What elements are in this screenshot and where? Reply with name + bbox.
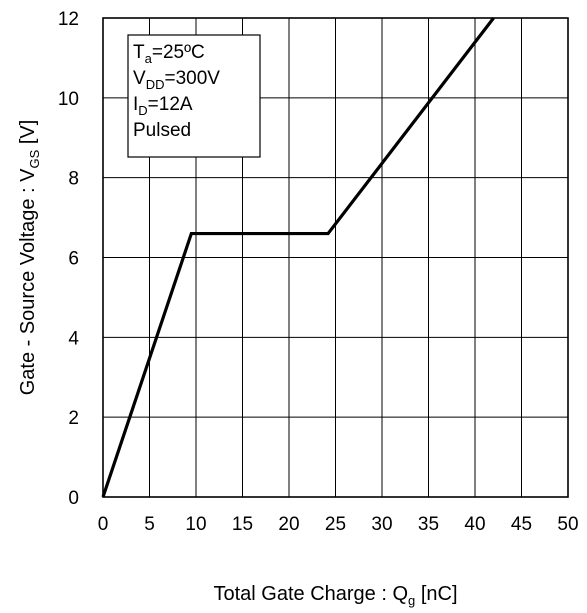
legend-line-main: I bbox=[133, 94, 138, 115]
legend-line-rest: =25ºC bbox=[152, 42, 205, 63]
x-tick-label: 50 bbox=[557, 514, 578, 535]
legend-border bbox=[127, 34, 261, 158]
x-tick-label: 45 bbox=[511, 514, 532, 535]
legend-line-sub: D bbox=[138, 103, 147, 118]
x-tick-labels: 0 5 10 15 20 25 30 35 40 45 50 bbox=[98, 514, 579, 535]
legend-line-rest: =12A bbox=[148, 94, 193, 115]
legend-line: Ta=25ºC bbox=[133, 42, 205, 66]
x-tick-label: 25 bbox=[325, 514, 346, 535]
legend-line-main: V bbox=[133, 68, 146, 89]
y-tick-label: 4 bbox=[68, 328, 79, 349]
plot-frame bbox=[102, 17, 569, 498]
x-axis-label-main: Total Gate Charge : Q bbox=[213, 583, 408, 605]
legend-line-main: Pulsed bbox=[133, 120, 191, 141]
y-tick-label: 8 bbox=[68, 169, 79, 190]
x-tick-label: 5 bbox=[144, 514, 155, 535]
y-tick-label: 6 bbox=[68, 249, 79, 270]
x-tick-label: 0 bbox=[98, 514, 109, 535]
y-axis-label-main: Gate - Source Voltage : V bbox=[17, 168, 39, 395]
legend-line: VDD=300V bbox=[133, 68, 220, 92]
x-axis-label-sub: g bbox=[408, 593, 415, 608]
y-axis-label-unit: [V] bbox=[17, 120, 39, 150]
legend-line-sub: a bbox=[145, 51, 153, 66]
x-tick-label: 15 bbox=[232, 514, 253, 535]
legend-line-main: T bbox=[133, 42, 145, 63]
series-layer bbox=[101, 17, 495, 498]
x-axis-label: Total Gate Charge : Qg [nC] bbox=[213, 583, 457, 608]
y-tick-label: 10 bbox=[58, 89, 79, 110]
y-tick-label: 2 bbox=[68, 408, 79, 429]
y-tick-label: 12 bbox=[58, 9, 79, 30]
legend-line: Pulsed bbox=[133, 120, 191, 141]
plot-border bbox=[102, 17, 569, 498]
y-tick-labels: 0 2 4 6 8 10 12 bbox=[58, 9, 80, 509]
series-line bbox=[101, 17, 495, 498]
y-tick-label: 0 bbox=[68, 488, 79, 509]
x-tick-label: 35 bbox=[418, 514, 439, 535]
x-axis-label-unit: [nC] bbox=[415, 583, 457, 605]
legend-line-rest: =300V bbox=[164, 68, 220, 89]
x-tick-label: 20 bbox=[278, 514, 299, 535]
y-axis-label: Gate - Source Voltage : VGS [V] bbox=[17, 120, 42, 396]
x-tick-label: 10 bbox=[185, 514, 206, 535]
x-tick-label: 40 bbox=[464, 514, 485, 535]
x-tick-label: 30 bbox=[371, 514, 392, 535]
legend-line: ID=12A bbox=[133, 94, 193, 118]
legend-line-sub: DD bbox=[146, 77, 165, 92]
y-axis-label-sub: GS bbox=[27, 149, 42, 168]
